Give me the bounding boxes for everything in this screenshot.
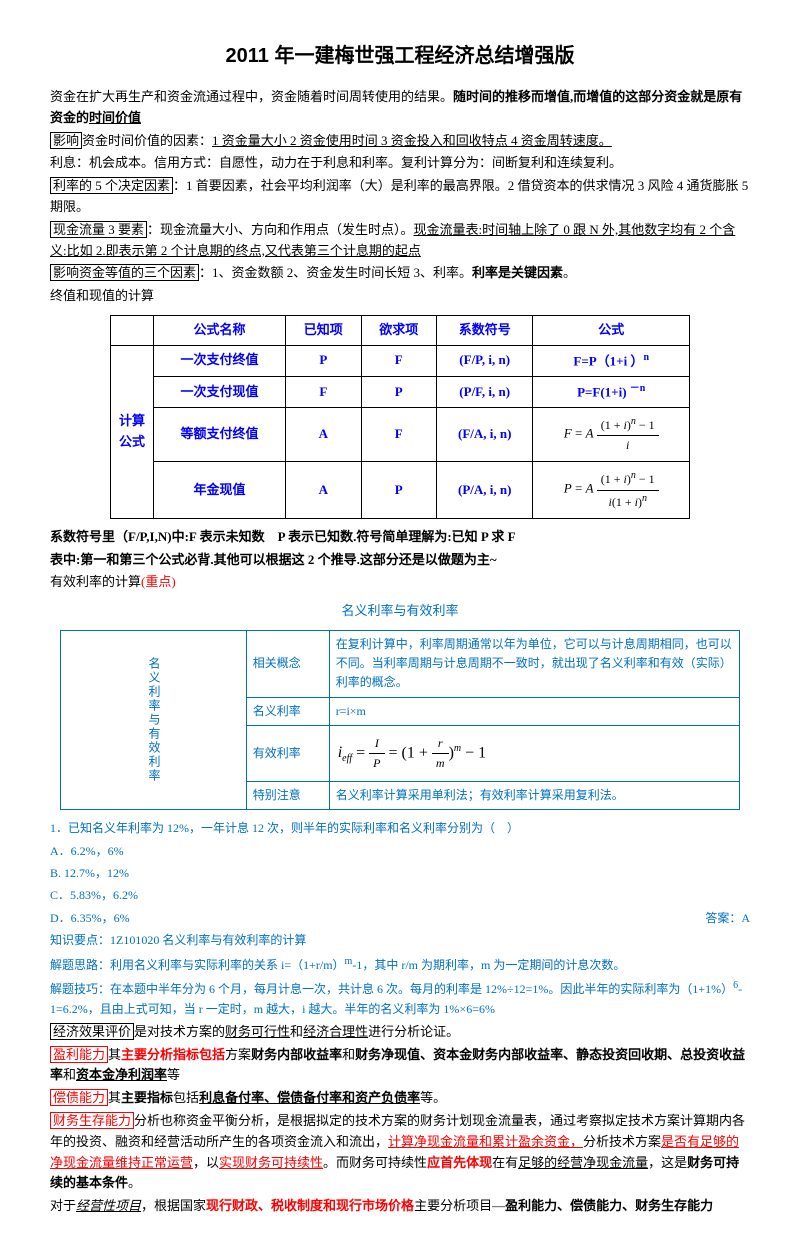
redbox-label: 偿债能力	[50, 1089, 108, 1106]
td-label: 名义利率	[246, 697, 329, 725]
td: P	[361, 462, 436, 518]
solution-idea: 解题思路：利用名义利率与实际利率的关系 i=（1+r/m）m-1，其中 r/m …	[50, 953, 750, 975]
td: P	[361, 376, 436, 407]
vertical-label: 名义利率与有效利率	[61, 630, 247, 809]
boxed-label: 影响	[50, 132, 82, 149]
td: (F/A, i, n)	[437, 408, 533, 462]
td: (P/F, i, n)	[437, 376, 533, 407]
note-memorize: 表中:第一和第三个公式必背.其他可以根据这 2 个推导.这部分还是以做题为主~	[50, 550, 750, 571]
boxed-label: 影响资金等值的三个因素	[50, 264, 199, 281]
td-content: 在复利计算中，利率周期通常以年为单位，它可以与计息周期相同，也可以不同。当利率周…	[329, 630, 739, 697]
para-factors: 影响资金时间价值的因素：1 资金量大小 2 资金使用时间 3 资金投入和回收特点…	[50, 131, 750, 152]
td-formula: F = A (1 + i)n − 1i	[533, 408, 690, 462]
td-formula: ieff = IP = (1 + rm)m − 1	[329, 725, 739, 781]
text: 资金在扩大再生产和资金流通过程中，资金随着时间周转使用的结果。	[50, 89, 453, 104]
th: 欲求项	[361, 315, 436, 345]
td: (P/A, i, n)	[437, 462, 533, 518]
para-time-value: 资金在扩大再生产和资金流通过程中，资金随着时间周转使用的结果。随时间的推移而增值…	[50, 87, 750, 129]
text-red: (重点)	[141, 574, 176, 589]
option-c: C．5.83%，6.2%	[50, 885, 750, 905]
para-solvency: 偿债能力其主要指标包括利息备付率、偿债备付率和资产负债率等。	[50, 1088, 750, 1109]
formula-table: 公式名称 已知项 欲求项 系数符号 公式 计算公式 一次支付终值 P F (F/…	[110, 315, 690, 519]
text-underline: 1 资金量大小 2 资金使用时间 3 资金投入和回收特点 4 资金周转速度。	[212, 133, 612, 148]
td-label: 相关概念	[246, 630, 329, 697]
td: 年金现值	[154, 462, 286, 518]
text-bold-underline: 时间价值	[89, 110, 141, 125]
td-formula: F=P（1+i ）n	[533, 345, 690, 376]
td: F	[286, 376, 361, 407]
td: 等额支付终值	[154, 408, 286, 462]
th: 已知项	[286, 315, 361, 345]
option-d: D．6.35%，6%	[50, 911, 130, 925]
th: 公式	[533, 315, 690, 345]
td: 一次支付终值	[154, 345, 286, 376]
para-econ-eval: 经济效果评价是对技术方案的财务可行性和经济合理性进行分析论证。	[50, 1022, 750, 1043]
td-content: r=i×m	[329, 697, 739, 725]
text: ：1、资金数额 2、资金发生时间长短 3、利率。	[199, 265, 472, 280]
td: P	[286, 345, 361, 376]
text: 有效利率的计算	[50, 574, 141, 589]
rowgroup-label: 计算公式	[111, 345, 154, 518]
option-d-row: D．6.35%，6% 答案：A	[50, 908, 750, 928]
td-formula: P = A (1 + i)n − 1i(1 + i)n	[533, 462, 690, 518]
td: (F/P, i, n)	[437, 345, 533, 376]
rate-table: 名义利率与有效利率 相关概念 在复利计算中，利率周期通常以年为单位，它可以与计息…	[60, 630, 740, 810]
question-stem: 1．已知名义年利率为 12%，一年计息 12 次，则半年的实际利率和名义利率分别…	[50, 818, 750, 838]
para-viability: 财务生存能力分析也称资金平衡分析，是根据拟定的技术方案的财务计划现金流量表，通过…	[50, 1111, 750, 1194]
td-label: 特别注意	[246, 782, 329, 810]
para-interest: 利息：机会成本。信用方式：自愿性，动力在于利息和利率。复利计算分为：间断复利和连…	[50, 153, 750, 174]
td: A	[286, 408, 361, 462]
answer: 答案：A	[705, 908, 750, 928]
note-effective-rate: 有效利率的计算(重点)	[50, 572, 750, 593]
text: 。	[563, 265, 576, 280]
boxed-label: 现金流量 3 要素	[50, 221, 147, 238]
td: A	[286, 462, 361, 518]
th: 系数符号	[437, 315, 533, 345]
option-a: A．6.2%，6%	[50, 841, 750, 861]
text-bold: 利率是关键因素	[472, 265, 563, 280]
question-block: 1．已知名义年利率为 12%，一年计息 12 次，则半年的实际利率和名义利率分别…	[50, 818, 750, 1020]
para-cashflow: 现金流量 3 要素：现金流量大小、方向和作用点（发生时点）。现金流量表:时间轴上…	[50, 220, 750, 262]
knowledge-point: 知识要点：1Z101020 名义利率与有效利率的计算	[50, 930, 750, 950]
td: F	[361, 345, 436, 376]
td-label: 有效利率	[246, 725, 329, 781]
boxed-label: 经济效果评价	[50, 1023, 134, 1040]
table2-caption: 名义利率与有效利率	[50, 601, 750, 622]
para-rate-factors: 利率的 5 个决定因素：1 首要因素，社会平均利润率（大）是利率的最高界限。2 …	[50, 176, 750, 218]
text: ：现金流量大小、方向和作用点（发生时点）。	[147, 222, 414, 237]
solution-trick: 解题技巧：在本题中半年分为 6 个月，每月计息一次，共计息 6 次。每月的利率是…	[50, 977, 750, 1020]
redbox-label: 财务生存能力	[50, 1112, 134, 1129]
redbox-label: 盈利能力	[50, 1046, 108, 1063]
th: 公式名称	[154, 315, 286, 345]
para-fv-pv: 终值和现值的计算	[50, 286, 750, 307]
text: 资金时间价值的因素：	[82, 133, 212, 148]
para-operational: 对于经营性项目，根据国家现行财政、税收制度和现行市场价格主要分析项目—盈利能力、…	[50, 1196, 750, 1217]
note-coef: 系数符号里（F/P,I,N)中:F 表示未知数 P 表示已知数.符号简单理解为:…	[50, 527, 750, 548]
td-formula: P=F(1+i) －n	[533, 376, 690, 407]
option-b: B. 12.7%，12%	[50, 863, 750, 883]
page-title: 2011 年一建梅世强工程经济总结增强版	[50, 40, 750, 72]
para-profitability: 盈利能力其主要分析指标包括方案财务内部收益率和财务净现值、资本金财务内部收益率、…	[50, 1045, 750, 1087]
td: F	[361, 408, 436, 462]
td: 一次支付现值	[154, 376, 286, 407]
td-content: 名义利率计算采用单利法；有效利率计算采用复利法。	[329, 782, 739, 810]
para-equivalence: 影响资金等值的三个因素：1、资金数额 2、资金发生时间长短 3、利率。利率是关键…	[50, 263, 750, 284]
boxed-label: 利率的 5 个决定因素	[50, 177, 173, 194]
